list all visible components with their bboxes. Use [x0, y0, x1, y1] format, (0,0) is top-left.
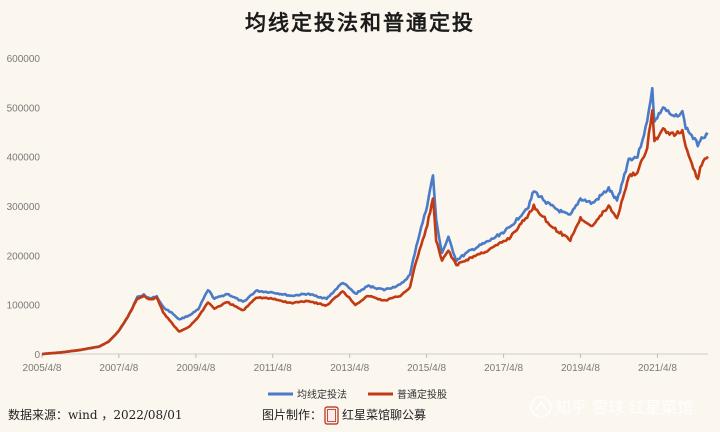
x-tick-label: 2021/4/8: [638, 363, 677, 374]
legend-label-series-2: 普通定投股: [397, 388, 447, 401]
watermark-text: 知乎 雪球 红星菜馆: [555, 398, 693, 417]
x-tick-label: 2009/4/8: [176, 363, 215, 374]
y-tick-label: 200000: [7, 251, 41, 262]
y-tick-label: 600000: [7, 54, 41, 65]
series-layer: [41, 86, 709, 356]
y-tick-label: 500000: [7, 103, 41, 114]
chart-title: 均线定投法和普通定投: [245, 10, 475, 35]
footer: 数据来源：wind ，2022/08/01 图片制作： 红星菜馆聊公募: [8, 406, 426, 425]
x-tick-label: 2011/4/8: [254, 363, 293, 374]
org-name: 红星菜馆聊公募: [342, 407, 426, 422]
y-tick-label: 300000: [7, 202, 41, 213]
y-axis: 0 100000 200000 300000 400000 500000 600000: [7, 54, 41, 361]
zhihu-logo-icon: [530, 396, 552, 418]
legend-label-series-1: 均线定投法: [297, 388, 347, 401]
x-tick-label: 2019/4/8: [561, 363, 600, 374]
x-tick-label: 2007/4/8: [99, 363, 138, 374]
x-tick-label: 2017/4/8: [484, 363, 523, 374]
y-tick-label: 400000: [7, 153, 41, 164]
y-tick-label: 0: [34, 350, 40, 361]
legend: 均线定投法 普通定投股: [268, 388, 447, 401]
x-tick-label: 2005/4/8: [23, 363, 62, 374]
x-tick-label: 2015/4/8: [407, 363, 446, 374]
watermark: 知乎 雪球 红星菜馆: [530, 396, 693, 418]
x-tick-label: 2013/4/8: [330, 363, 369, 374]
made-by-label: 图片制作：: [262, 408, 322, 422]
series-line-2: [41, 109, 709, 356]
x-axis: 2005/4/8 2007/4/8 2009/4/8 2011/4/8 2013/4/8…: [23, 353, 708, 374]
y-tick-label: 100000: [7, 301, 41, 312]
seal-icon: [324, 406, 339, 425]
data-source-text: 数据来源：wind ，2022/08/01: [8, 407, 183, 422]
